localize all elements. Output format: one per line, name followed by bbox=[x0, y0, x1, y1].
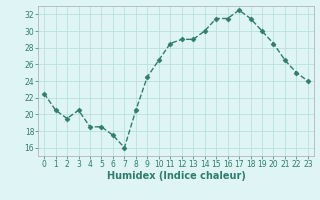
X-axis label: Humidex (Indice chaleur): Humidex (Indice chaleur) bbox=[107, 171, 245, 181]
